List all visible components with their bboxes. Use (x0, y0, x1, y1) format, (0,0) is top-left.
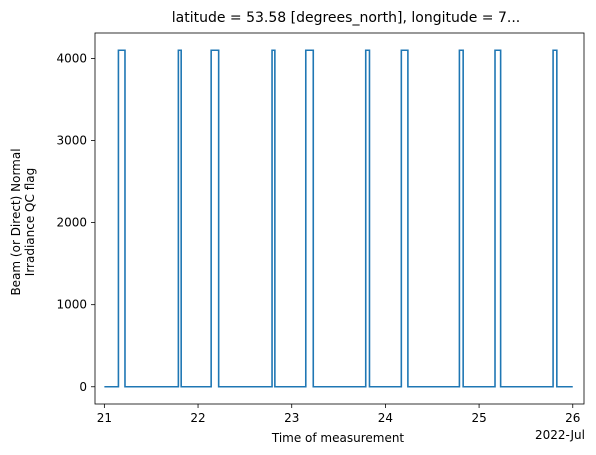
y-axis-ticks: 0 1000 2000 3000 4000 (56, 51, 95, 394)
x-tick-label: 23 (284, 411, 299, 425)
y-axis-label: Beam (or Direct) Normal Irradiance QC fl… (9, 148, 37, 295)
y-tick-label: 3000 (56, 134, 87, 148)
x-axis-ticks: 21 22 23 24 25 26 (97, 404, 580, 425)
y-tick-label: 1000 (56, 298, 87, 312)
y-tick-label: 4000 (56, 51, 87, 65)
y-axis-label-line-2: Irradiance QC flag (23, 168, 37, 276)
x-tick-label: 21 (97, 411, 112, 425)
y-axis-label-line-1: Beam (or Direct) Normal (9, 148, 23, 295)
plot-area (104, 49, 573, 388)
x-tick-label: 22 (190, 411, 205, 425)
x-tick-label: 26 (565, 411, 580, 425)
x-axis-label: Time of measurement (271, 431, 405, 445)
x-tick-label: 25 (471, 411, 486, 425)
x-tick-label: 24 (378, 411, 393, 425)
series-line (104, 49, 573, 388)
axes-frame (94, 32, 585, 405)
chart-title: latitude = 53.58 [degrees_north], longit… (172, 10, 520, 26)
y-tick-label: 0 (79, 380, 87, 394)
y-tick-label: 2000 (56, 216, 87, 230)
x-offset-label: 2022-Jul (535, 428, 585, 442)
